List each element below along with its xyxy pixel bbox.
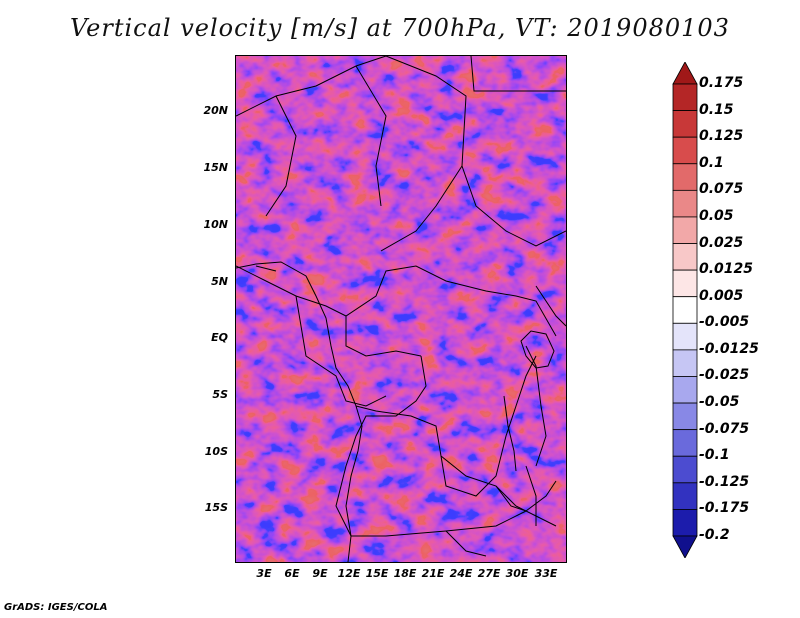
colorbar [672, 62, 698, 558]
lat-label-20n: 20N [203, 104, 228, 117]
colorbar-label: 0.005 [699, 287, 744, 304]
lon-label-30e: 30E [505, 567, 529, 580]
colorbar-label: -0.05 [699, 394, 740, 411]
lon-label-15e: 15E [365, 567, 389, 580]
colorbar-label: -0.0125 [699, 340, 759, 357]
colorbar-segment [672, 535, 698, 558]
country-borders [236, 56, 566, 557]
colorbar-label: -0.005 [699, 314, 750, 331]
colorbar-label: 0.0125 [699, 261, 754, 278]
colorbar-label: 0.05 [699, 207, 734, 224]
lat-label-5s: 5S [212, 388, 228, 401]
lat-label-15s: 15S [204, 501, 228, 514]
coastline [236, 261, 555, 562]
colorbar-segment [672, 322, 698, 351]
colorbar-label: 0.175 [699, 75, 744, 91]
vertical-velocity-field [236, 56, 566, 562]
chart-title: Vertical velocity [m/s] at 700hPa, VT: 2… [70, 14, 730, 42]
lat-label-10s: 10S [204, 445, 228, 458]
colorbar-label: 0.075 [699, 181, 744, 198]
lat-label-10n: 10N [203, 218, 228, 231]
colorbar-label: -0.075 [699, 420, 750, 437]
lat-label-eq: EQ [211, 331, 228, 344]
colorbar-segment [672, 163, 698, 191]
colorbar-segment [672, 83, 698, 111]
colorbar-label: -0.2 [699, 527, 730, 543]
colorbar-segment [672, 402, 698, 431]
lon-label-27e: 27E [477, 567, 501, 580]
colorbar-label: 0.025 [699, 234, 744, 251]
lat-label-5n: 5N [211, 275, 228, 288]
colorbar-segment [672, 189, 698, 218]
colorbar-segment [672, 110, 698, 138]
colorbar-label: -0.025 [699, 367, 750, 384]
lon-label-3e: 3E [256, 567, 272, 580]
lon-label-9e: 9E [312, 567, 328, 580]
lon-label-18e: 18E [393, 567, 417, 580]
colorbar-segment [672, 455, 698, 484]
colorbar-label: -0.175 [699, 500, 750, 517]
colorbar-segment [672, 429, 698, 457]
colorbar-segment [672, 216, 698, 244]
colorbar-label: 0.125 [699, 128, 744, 145]
colorbar-segment [672, 376, 698, 404]
colorbar-segment [672, 136, 698, 165]
colorbar-label: -0.125 [699, 473, 750, 490]
colorbar-segment [672, 509, 698, 537]
lon-label-21e: 21E [421, 567, 445, 580]
lon-label-24e: 24E [449, 567, 473, 580]
colorbar-segment [672, 296, 698, 324]
colorbar-label: 0.15 [699, 101, 734, 118]
colorbar-segment [672, 269, 698, 298]
colorbar-segment [672, 243, 698, 271]
colorbar-label: -0.1 [699, 447, 730, 464]
map-panel [235, 55, 567, 563]
grads-credit: GrADS: IGES/COLA [4, 602, 108, 613]
colorbar-segment [672, 62, 698, 85]
colorbar-segment [672, 349, 698, 377]
lon-label-33e: 33E [534, 567, 558, 580]
colorbar-segment [672, 482, 698, 510]
lon-label-12e: 12E [337, 567, 361, 580]
colorbar-label: 0.1 [699, 154, 724, 171]
lat-label-15n: 15N [203, 161, 228, 174]
lon-label-6e: 6E [284, 567, 300, 580]
